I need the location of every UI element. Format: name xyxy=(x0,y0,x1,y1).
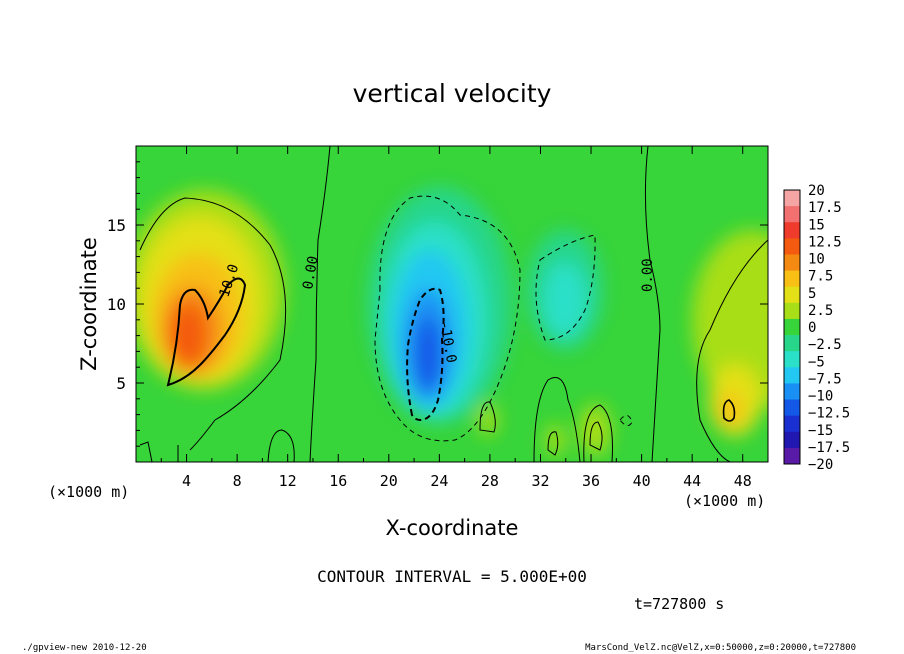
colorbar-swatch xyxy=(784,222,800,239)
colorbar-label: −17.5 xyxy=(808,440,850,456)
x-tick-label: 36 xyxy=(582,472,600,490)
colorbar-swatch xyxy=(784,335,800,352)
colorbar-frame xyxy=(783,189,801,465)
colorbar-swatch xyxy=(784,190,800,207)
footer-right: MarsCond_VelZ.nc@VelZ,x=0:50000,z=0:2000… xyxy=(585,643,856,653)
z-unit-label: (×1000 m) xyxy=(48,483,129,501)
colorbar-label: 20 xyxy=(808,183,825,199)
x-tick-label: 4 xyxy=(182,472,191,490)
x-tick-label: 40 xyxy=(633,472,651,490)
colorbar-label: −5 xyxy=(808,354,825,370)
y-tick-label: 15 xyxy=(107,216,126,235)
colorbar-swatch xyxy=(784,351,800,368)
contour-label-zero-right: 0.00 xyxy=(640,258,656,292)
x-tick-label: 8 xyxy=(233,472,242,490)
colorbar-swatch xyxy=(784,206,800,223)
colorbar-label: −15 xyxy=(808,423,833,439)
colorbar-label: 2.5 xyxy=(808,303,833,319)
colorbar-label: 0 xyxy=(808,320,816,336)
colorbar-label: 7.5 xyxy=(808,269,833,285)
x-tick-label: 44 xyxy=(683,472,701,490)
colorbar-swatch xyxy=(784,270,800,288)
colorbar-label: −2.5 xyxy=(808,337,842,353)
contour-interval: CONTOUR INTERVAL = 5.000E+00 xyxy=(317,567,587,586)
x-axis-label: X-coordinate xyxy=(386,516,519,540)
y-tick-label: 5 xyxy=(116,374,126,393)
colorbar-label: 12.5 xyxy=(808,234,842,250)
x-tick-label: 28 xyxy=(481,472,499,490)
x-tick-label: 32 xyxy=(531,472,549,490)
time-label: t=727800 s xyxy=(634,595,724,613)
contour-label-zero-left: 0.00 xyxy=(300,255,322,291)
colorbar-label: −12.5 xyxy=(808,406,850,422)
x-tick-label: 24 xyxy=(430,472,448,490)
colorbar-label: −20 xyxy=(808,457,833,473)
colorbar-label: −10 xyxy=(808,389,833,405)
colorbar-swatch xyxy=(784,431,800,449)
colorbar-swatch xyxy=(784,383,800,401)
colorbar-swatch xyxy=(784,254,800,272)
colorbar-swatch xyxy=(784,367,800,384)
colorbar-swatch xyxy=(784,415,800,433)
colorbar-swatch xyxy=(784,286,800,304)
x-unit-label: (×1000 m) xyxy=(684,492,765,510)
colorbar-swatch xyxy=(784,318,800,336)
contour-label-minus10: -10.0 xyxy=(436,320,459,364)
colorbar-label: 10 xyxy=(808,252,825,268)
x-tick-label: 16 xyxy=(329,472,347,490)
colorbar-swatch xyxy=(784,399,800,417)
chart-title: vertical velocity xyxy=(353,79,552,108)
colorbar-swatch xyxy=(784,302,800,320)
colorbar-swatch xyxy=(784,447,800,465)
x-tick-label: 20 xyxy=(380,472,398,490)
colorbar-label: 5 xyxy=(808,286,816,302)
y-tick-label: 10 xyxy=(107,295,126,314)
x-tick-label: 12 xyxy=(279,472,297,490)
heatmap-field: 10.0 0.00 -10.0 0.00 xyxy=(136,146,768,462)
colorbar-label: 15 xyxy=(808,217,825,233)
colorbar-label: −7.5 xyxy=(808,371,842,387)
colorbar-swatch xyxy=(784,238,800,255)
colorbar-label: 17.5 xyxy=(808,200,842,216)
y-axis-label: Z-coordinate xyxy=(77,237,101,371)
footer-left: ./gpview-new 2010-12-20 xyxy=(22,643,147,653)
x-tick-label: 48 xyxy=(734,472,752,490)
